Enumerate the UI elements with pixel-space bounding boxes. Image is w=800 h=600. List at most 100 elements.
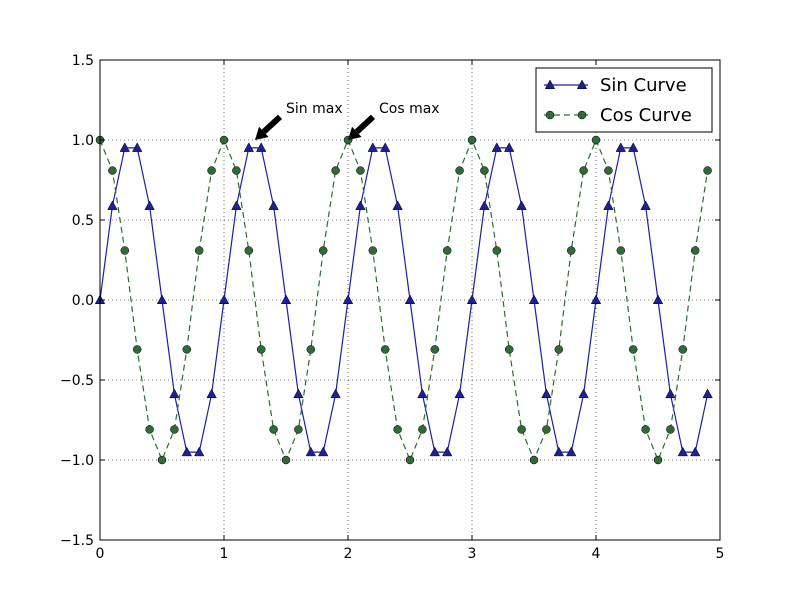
annotation-label: Sin max <box>286 101 343 117</box>
data-point-marker <box>566 446 577 457</box>
data-point-marker <box>516 200 527 210</box>
data-point-marker <box>479 200 490 210</box>
data-point-marker <box>703 166 712 175</box>
x-tick-label: 3 <box>468 546 477 562</box>
legend-label: Cos Curve <box>600 105 692 126</box>
data-point-marker <box>108 166 117 175</box>
data-point-marker <box>256 142 267 152</box>
y-tick-label: −0.5 <box>60 373 94 389</box>
data-point-marker <box>280 294 292 304</box>
y-tick-label: 0.0 <box>72 293 94 309</box>
data-point-marker <box>628 345 638 354</box>
data-point-marker <box>256 345 266 354</box>
data-point-marker <box>690 246 700 255</box>
data-point-marker <box>169 388 180 399</box>
data-point-marker <box>355 200 366 210</box>
data-point-marker <box>480 166 489 175</box>
data-point-marker <box>232 166 241 175</box>
annotation-arrow-shaft <box>354 114 376 135</box>
data-point-marker <box>182 345 192 354</box>
data-point-marker <box>145 425 154 434</box>
data-point-marker <box>380 142 391 152</box>
data-point-marker <box>157 455 167 465</box>
data-point-marker <box>504 142 515 152</box>
data-point-marker <box>466 294 478 304</box>
data-point-marker <box>541 388 552 399</box>
data-point-marker <box>120 246 130 255</box>
data-point-marker <box>615 142 626 152</box>
data-point-marker <box>331 166 340 175</box>
series-line <box>99 138 709 462</box>
data-point-marker <box>132 345 142 354</box>
plot-series <box>94 135 713 465</box>
data-point-marker <box>244 246 254 255</box>
data-point-marker <box>170 425 179 434</box>
data-point-marker <box>665 388 676 399</box>
legend-marker <box>576 79 588 89</box>
data-point-marker <box>677 446 688 457</box>
data-point-marker <box>318 446 329 457</box>
data-point-marker <box>318 246 328 255</box>
data-point-marker <box>616 246 626 255</box>
data-point-marker <box>306 345 316 354</box>
data-point-marker <box>219 135 229 145</box>
x-tick-label: 1 <box>220 546 229 562</box>
data-point-marker <box>442 246 452 255</box>
x-tick-label: 2 <box>344 546 353 562</box>
legend-marker <box>544 79 556 89</box>
annotations: Sin max Cos max <box>255 101 440 140</box>
data-point-marker <box>455 166 464 175</box>
data-point-marker <box>504 345 514 354</box>
data-point-marker <box>231 200 242 210</box>
data-point-marker <box>194 246 204 255</box>
legend-label: Sin Curve <box>600 75 687 96</box>
data-point-marker <box>144 200 155 210</box>
data-point-marker <box>591 135 601 145</box>
data-point-marker <box>666 425 675 434</box>
data-point-marker <box>641 425 650 434</box>
data-point-marker <box>603 200 614 210</box>
series-line <box>99 147 709 453</box>
data-point-marker <box>330 388 341 399</box>
data-point-marker <box>429 446 440 457</box>
data-point-marker <box>281 455 291 465</box>
series-sin <box>94 142 713 457</box>
data-point-marker <box>207 166 216 175</box>
data-point-marker <box>529 455 539 465</box>
data-point-marker <box>194 446 205 457</box>
data-point-marker <box>566 246 576 255</box>
y-tick-label: 1.0 <box>72 133 94 149</box>
annotation-arrow-head <box>255 126 269 140</box>
data-point-marker <box>417 388 428 399</box>
x-tick-label: 0 <box>96 546 105 562</box>
data-point-marker <box>392 200 403 210</box>
x-tick-label: 4 <box>592 546 601 562</box>
data-point-marker <box>206 388 217 399</box>
data-point-marker <box>578 388 589 399</box>
series-cos <box>95 135 712 465</box>
y-tick-label: −1.5 <box>60 533 94 549</box>
data-point-marker <box>405 455 415 465</box>
data-point-marker <box>356 166 365 175</box>
data-point-marker <box>368 246 378 255</box>
y-tick-label: 1.5 <box>72 53 94 69</box>
data-point-marker <box>652 294 664 304</box>
annotation-arrow-head <box>348 126 362 140</box>
annotation-arrow-shaft <box>261 114 283 135</box>
data-point-marker <box>690 446 701 457</box>
data-point-marker <box>430 345 440 354</box>
axis-ticks: 0 1 2 3 4 5 1.5 1.0 0.5 0.0 −0.5 −1.0 −1.5 <box>60 53 724 562</box>
data-point-marker <box>243 142 254 152</box>
data-point-marker <box>517 425 526 434</box>
data-point-marker <box>119 142 130 152</box>
y-tick-label: −1.0 <box>60 453 94 469</box>
data-point-marker <box>604 166 613 175</box>
data-point-marker <box>590 294 602 304</box>
data-point-marker <box>467 135 477 145</box>
data-point-marker <box>156 294 168 304</box>
data-point-marker <box>454 388 465 399</box>
data-point-marker <box>678 345 688 354</box>
data-point-marker <box>418 425 427 434</box>
data-point-marker <box>492 246 502 255</box>
data-point-marker <box>294 425 303 434</box>
